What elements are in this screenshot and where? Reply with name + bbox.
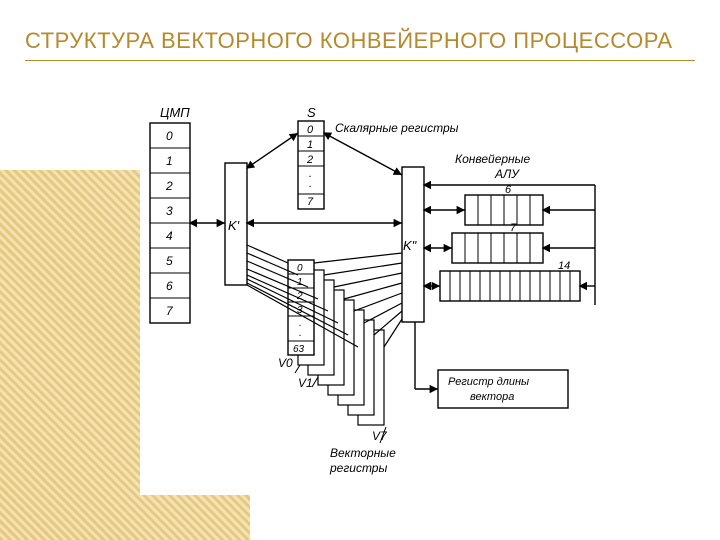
k2-label: K" <box>403 238 418 253</box>
cmp-3: 3 <box>166 204 173 218</box>
pipeline-alu-label-2: АЛУ <box>494 167 520 181</box>
alu-6-label: 6 <box>505 184 512 196</box>
v0-63: 63 <box>293 344 305 355</box>
cmp-2: 2 <box>165 179 173 193</box>
slide-title: СТРУКТУРА ВЕКТОРНОГО КОНВЕЙЕРНОГО ПРОЦЕС… <box>25 28 695 61</box>
cmp-6: 6 <box>166 279 173 293</box>
s-label: S <box>307 105 316 120</box>
scalar-regs-label: Скалярные регистры <box>335 121 459 135</box>
link-s-k2 <box>324 133 402 175</box>
pipeline-alu-label-1: Конвейерные <box>455 152 530 166</box>
cmp-label: ЦМП <box>160 105 190 120</box>
v7-label: V7 <box>372 429 388 443</box>
diagram-svg: ЦМП 0 1 2 3 4 5 6 7 K' <box>140 105 620 495</box>
vector-regs-label-2: регистры <box>329 461 387 475</box>
v0-d2: . <box>299 328 302 339</box>
v0-label: V0 <box>278 356 293 370</box>
alu-14-label: 14 <box>558 260 570 272</box>
s-0: 0 <box>307 124 314 136</box>
link-k1-s <box>247 133 298 168</box>
title-rule <box>25 60 695 61</box>
vector-processor-diagram: ЦМП 0 1 2 3 4 5 6 7 K' <box>140 105 620 495</box>
v0-0: 0 <box>297 263 303 274</box>
v1-label: V1 <box>298 376 313 390</box>
s-2: 2 <box>306 154 313 166</box>
k1-label: K' <box>228 218 240 233</box>
v1-tick <box>312 377 318 387</box>
cmp-1: 1 <box>166 154 173 168</box>
cmp-0: 0 <box>166 129 173 143</box>
cmp-4: 4 <box>166 229 173 243</box>
slide: СТРУКТУРА ВЕКТОРНОГО КОНВЕЙЕРНОГО ПРОЦЕС… <box>0 0 720 540</box>
scalar-reg-column: 0 1 2 . . 7 <box>298 121 324 209</box>
cmp-column: 0 1 2 3 4 5 6 7 <box>150 123 190 323</box>
alu-7-label: 7 <box>510 222 517 234</box>
vec-len-reg-1: Регистр длины <box>448 376 529 388</box>
s-dot2: . <box>309 178 312 190</box>
cmp-5: 5 <box>166 254 173 268</box>
v0-tick <box>295 365 300 373</box>
alu-stack: 6 7 <box>440 184 580 301</box>
vec-len-reg-2: вектора <box>470 391 514 403</box>
s-1: 1 <box>307 139 313 151</box>
slide-title-text: СТРУКТУРА ВЕКТОРНОГО КОНВЕЙЕРНОГО ПРОЦЕС… <box>25 28 673 53</box>
vector-regs-label-1: Векторные <box>330 446 396 460</box>
s-7: 7 <box>307 196 314 208</box>
